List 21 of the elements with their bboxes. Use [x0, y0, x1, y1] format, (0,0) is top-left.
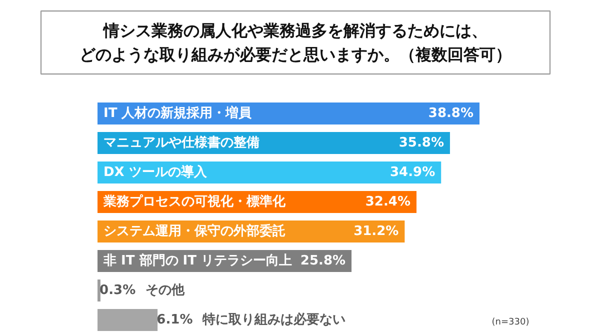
data-label: 38.8%: [428, 106, 474, 121]
bar: [98, 309, 158, 331]
y-tick-label: 業務プロセスの可視化・標準化: [102, 194, 286, 210]
data-label: 31.2%: [354, 224, 399, 239]
data-label: 34.9%: [390, 165, 436, 180]
y-tick-label: マニュアルや仕様書の整備: [104, 134, 260, 150]
y-tick-label: 特に取り組みは必要ない: [202, 312, 346, 328]
data-label: 0.3%: [100, 283, 136, 298]
y-tick-label: その他: [146, 283, 186, 298]
y-tick-label: IT 人材の新規採用・増員: [104, 105, 253, 121]
bar: [98, 280, 100, 302]
y-tick-label: 非 IT 部門の IT リテラシー向上: [102, 252, 292, 268]
y-tick-label: システム運用・保守の外部委託: [104, 223, 286, 239]
text: (n=330): [492, 318, 530, 328]
bar: [98, 162, 442, 184]
data-label: 35.8%: [398, 136, 444, 150]
y-tick-label: DX ツールの導入: [104, 164, 208, 180]
data-label: 25.8%: [300, 254, 346, 268]
chart-title: 情シス業務の属人化や業務過多を解消するためには、どのような取り組みが必要だと思いますか。（複数回答可）: [80, 21, 512, 64]
data-label: 32.4%: [365, 194, 410, 210]
data-label: 6.1%: [156, 312, 193, 328]
